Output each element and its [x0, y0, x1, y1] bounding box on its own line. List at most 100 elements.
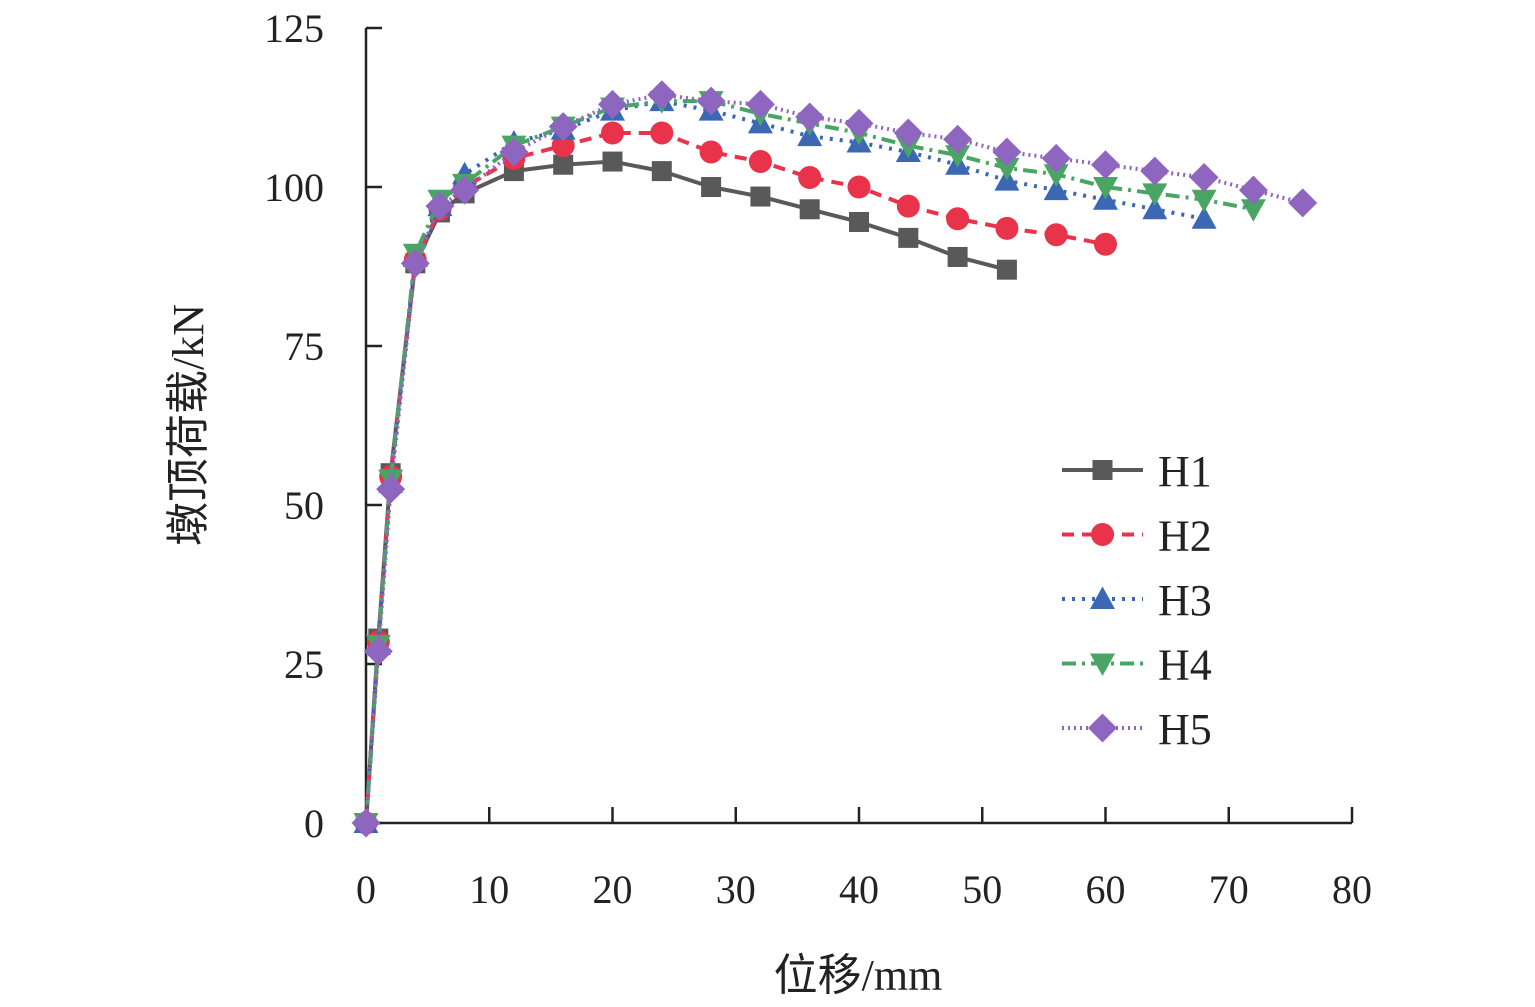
data-point-h5: [1288, 188, 1318, 218]
x-tick-label: 40: [839, 867, 879, 912]
y-tick-label: 100: [264, 165, 324, 210]
data-point-h5: [647, 80, 677, 110]
x-axis-title: 位移/mm: [774, 951, 943, 1000]
data-point-h1: [651, 161, 672, 182]
x-tick-label: 0: [356, 867, 376, 912]
data-point-h5: [795, 102, 825, 132]
data-point-h1: [849, 211, 869, 232]
data-point-h4: [1043, 164, 1069, 187]
legend-marker: [1091, 523, 1114, 546]
data-point-h4: [1093, 177, 1118, 200]
data-point-h5: [893, 118, 923, 148]
data-point-h1: [799, 199, 820, 220]
legend-label: H3: [1158, 576, 1212, 625]
y-tick-label: 0: [304, 801, 324, 846]
y-axis-title: 墩顶荷载/kN: [164, 304, 213, 546]
data-point-h5: [844, 108, 874, 138]
data-point-h5: [1041, 143, 1071, 173]
data-point-h2: [1094, 232, 1117, 256]
x-tick-label: 70: [1209, 867, 1249, 912]
y-tick-label: 25: [284, 642, 324, 687]
y-tick-label: 75: [284, 324, 324, 369]
series-h1: [356, 151, 1017, 833]
y-tick-label: 50: [284, 483, 324, 528]
legend-marker: [1092, 460, 1113, 480]
data-point-h1: [701, 177, 722, 197]
data-point-h2: [699, 140, 723, 164]
series-h2: [354, 121, 1117, 835]
data-point-h1: [947, 246, 968, 267]
data-point-h3: [1191, 206, 1217, 229]
data-point-h2: [946, 207, 970, 231]
data-point-h5: [943, 124, 973, 154]
data-point-h5: [376, 474, 406, 504]
data-point-h2: [847, 175, 871, 199]
data-point-h5: [992, 137, 1022, 167]
data-point-h1: [750, 186, 771, 207]
legend-label: H2: [1158, 512, 1212, 561]
data-point-h5: [745, 89, 775, 119]
x-tick-label: 80: [1332, 867, 1372, 912]
y-tick-label: 125: [264, 6, 324, 51]
data-point-h2: [601, 121, 624, 145]
data-point-h5: [363, 636, 393, 666]
series-line-h4: [364, 99, 1254, 824]
data-point-h5: [696, 86, 726, 116]
data-point-h4: [994, 157, 1020, 181]
data-point-h5: [351, 808, 381, 838]
series-line-h1: [364, 159, 1008, 824]
data-point-h5: [425, 191, 455, 221]
legend-label: H1: [1158, 447, 1212, 496]
data-point-h1: [898, 227, 919, 248]
data-point-h4: [1142, 183, 1168, 206]
legend-marker: [1090, 586, 1115, 609]
data-point-h1: [553, 154, 574, 175]
legend: H1 H2 H3 H4 H5: [1062, 447, 1212, 754]
data-point-h1: [602, 151, 623, 172]
data-point-h4: [1191, 189, 1217, 213]
series-line-h2: [364, 130, 1106, 824]
data-point-h5: [450, 175, 480, 205]
data-point-h2: [551, 134, 575, 158]
data-point-h5: [598, 89, 627, 119]
data-point-h5: [1091, 150, 1120, 180]
data-point-h5: [548, 112, 578, 142]
data-point-h4: [945, 145, 971, 168]
data-point-h5: [1189, 162, 1219, 192]
legend-marker: [1090, 653, 1115, 676]
data-point-h1: [996, 259, 1017, 280]
data-point-h5: [499, 137, 529, 167]
x-tick-label: 60: [1086, 867, 1126, 912]
data-point-h5: [400, 248, 430, 278]
data-point-h2: [748, 150, 772, 174]
x-tick-label: 50: [962, 867, 1002, 912]
legend-item-h2: H2: [1062, 512, 1212, 561]
x-tick-label: 30: [716, 867, 756, 912]
legend-item-h4: H4: [1062, 641, 1212, 690]
legend-item-h3: H3: [1062, 576, 1212, 625]
data-point-h3: [1043, 177, 1069, 201]
data-point-h2: [650, 121, 674, 145]
legend-item-h5: H5: [1062, 705, 1212, 754]
data-point-h5: [1238, 175, 1268, 205]
series-h5: [351, 80, 1318, 838]
data-point-h2: [896, 194, 920, 218]
data-point-h5: [1140, 156, 1170, 186]
axes: 0 25 50 75 100 125 0 10 20 30 40 50 60 70 80: [264, 6, 1372, 912]
series-layer: [351, 80, 1318, 838]
data-point-h2: [1044, 223, 1068, 247]
data-point-h4: [1240, 199, 1266, 222]
legend-item-h1: H1: [1062, 447, 1212, 496]
legend-label: H5: [1158, 705, 1212, 754]
x-tick-label: 20: [593, 867, 633, 912]
data-point-h2: [798, 165, 822, 189]
legend-marker: [1088, 713, 1117, 743]
data-point-h3: [1142, 196, 1168, 220]
legend-label: H4: [1158, 641, 1212, 690]
series-line-h3: [364, 99, 1205, 824]
data-point-h2: [995, 216, 1019, 240]
series-h3: [353, 88, 1217, 833]
x-tick-label: 10: [469, 867, 509, 912]
